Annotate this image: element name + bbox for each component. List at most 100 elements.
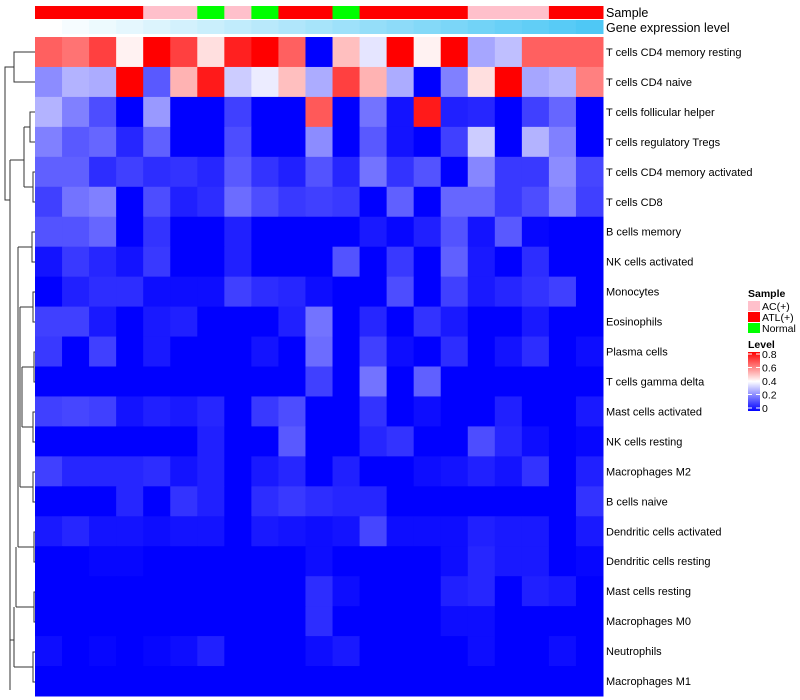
- heatmap-cell: [251, 636, 279, 667]
- heatmap-cell: [251, 186, 279, 218]
- heatmap-cells: [35, 37, 604, 697]
- heatmap-cell: [332, 606, 361, 637]
- row-label: Mast cells activated: [606, 406, 702, 418]
- heatmap-cell: [575, 246, 604, 278]
- heatmap-cell: [494, 516, 523, 547]
- heatmap-cell: [197, 426, 225, 457]
- heatmap-cell: [89, 37, 117, 68]
- heatmap-cell: [548, 336, 577, 367]
- heatmap-cell: [224, 606, 252, 637]
- heatmap-cell: [62, 216, 90, 248]
- heatmap-cell: [359, 246, 388, 278]
- heatmap-cell: [143, 66, 171, 98]
- heatmap-cell: [575, 66, 604, 98]
- heatmap-cell: [575, 216, 604, 248]
- heatmap-cell: [332, 37, 361, 68]
- heatmap-cell: [413, 246, 442, 278]
- heatmap-cell: [467, 666, 496, 697]
- heatmap-cell: [278, 156, 306, 188]
- gene-expression-annotation-cell: [386, 20, 415, 34]
- heatmap-cell: [521, 66, 550, 98]
- heatmap-cell: [494, 306, 523, 338]
- row-label: T cells CD8: [606, 197, 663, 209]
- heatmap-cell: [89, 396, 117, 427]
- legend-swatch: [748, 301, 760, 311]
- heatmap-cell: [116, 216, 144, 248]
- heatmap-cell: [467, 456, 496, 487]
- gene-expression-annotation-cell: [143, 20, 171, 34]
- heatmap-cell: [305, 366, 334, 397]
- heatmap-cell: [278, 546, 306, 577]
- heatmap-cell: [359, 396, 388, 427]
- heatmap-cell: [521, 156, 550, 188]
- heatmap-cell: [521, 276, 550, 308]
- gene-expression-annotation-cell: [116, 20, 144, 34]
- heatmap-cell: [575, 426, 604, 457]
- heatmap-cell: [494, 456, 523, 487]
- gene-expression-annotation-label: Gene expression level: [606, 21, 730, 35]
- heatmap-cell: [89, 666, 117, 697]
- heatmap-cell: [116, 426, 144, 457]
- heatmap-cell: [386, 456, 415, 487]
- heatmap-cell: [35, 606, 63, 637]
- heatmap-cell: [62, 366, 90, 397]
- heatmap-cell: [89, 546, 117, 577]
- heatmap-cell: [251, 37, 279, 68]
- heatmap-cell: [143, 486, 171, 517]
- heatmap-cell: [35, 546, 63, 577]
- heatmap-cell: [170, 456, 198, 487]
- heatmap-cell: [170, 636, 198, 667]
- heatmap-cell: [251, 516, 279, 547]
- heatmap-cell: [467, 246, 496, 278]
- heatmap-cell: [224, 186, 252, 218]
- legend-swatch: [748, 312, 760, 322]
- heatmap-cell: [224, 96, 252, 128]
- heatmap-cell: [440, 126, 469, 158]
- heatmap-cell: [494, 666, 523, 697]
- heatmap-cell: [575, 126, 604, 158]
- heatmap-cell: [413, 66, 442, 98]
- heatmap-cell: [359, 606, 388, 637]
- colorbar-tick-label: 0: [762, 403, 768, 415]
- heatmap-cell: [386, 126, 415, 158]
- heatmap-cell: [224, 486, 252, 517]
- heatmap-cell: [251, 216, 279, 248]
- row-label: Eosinophils: [606, 317, 663, 329]
- heatmap-cell: [62, 426, 90, 457]
- heatmap-cell: [413, 216, 442, 248]
- heatmap-cell: [116, 606, 144, 637]
- heatmap-cell: [521, 366, 550, 397]
- heatmap-cell: [197, 126, 225, 158]
- heatmap-cell: [197, 37, 225, 68]
- heatmap-cell: [305, 666, 334, 697]
- heatmap-cell: [494, 636, 523, 667]
- heatmap-cell: [305, 486, 334, 517]
- heatmap-cell: [521, 126, 550, 158]
- heatmap-cell: [35, 37, 63, 68]
- heatmap-cell: [251, 276, 279, 308]
- row-label: NK cells resting: [606, 436, 682, 448]
- gene-expression-annotation-bar: [35, 20, 604, 34]
- heatmap-cell: [224, 126, 252, 158]
- heatmap-cell: [224, 456, 252, 487]
- heatmap-cell: [440, 66, 469, 98]
- heatmap-cell: [35, 96, 63, 128]
- heatmap-cell: [305, 66, 334, 98]
- legend-item-label: Normal: [762, 323, 796, 335]
- heatmap-cell: [224, 516, 252, 547]
- heatmap-cell: [494, 576, 523, 607]
- heatmap-cell: [548, 636, 577, 667]
- sample-annotation-cell: [413, 6, 442, 19]
- heatmap-cell: [386, 156, 415, 188]
- heatmap-cell: [386, 396, 415, 427]
- heatmap-cell: [143, 216, 171, 248]
- heatmap-cell: [494, 546, 523, 577]
- heatmap-cell: [116, 546, 144, 577]
- heatmap-cell: [521, 336, 550, 367]
- row-label: B cells memory: [606, 227, 682, 239]
- heatmap-cell: [62, 276, 90, 308]
- sample-annotation-cell: [332, 6, 361, 19]
- row-label: Macrophages M2: [606, 466, 691, 478]
- heatmap-cell: [359, 66, 388, 98]
- heatmap-cell: [575, 636, 604, 667]
